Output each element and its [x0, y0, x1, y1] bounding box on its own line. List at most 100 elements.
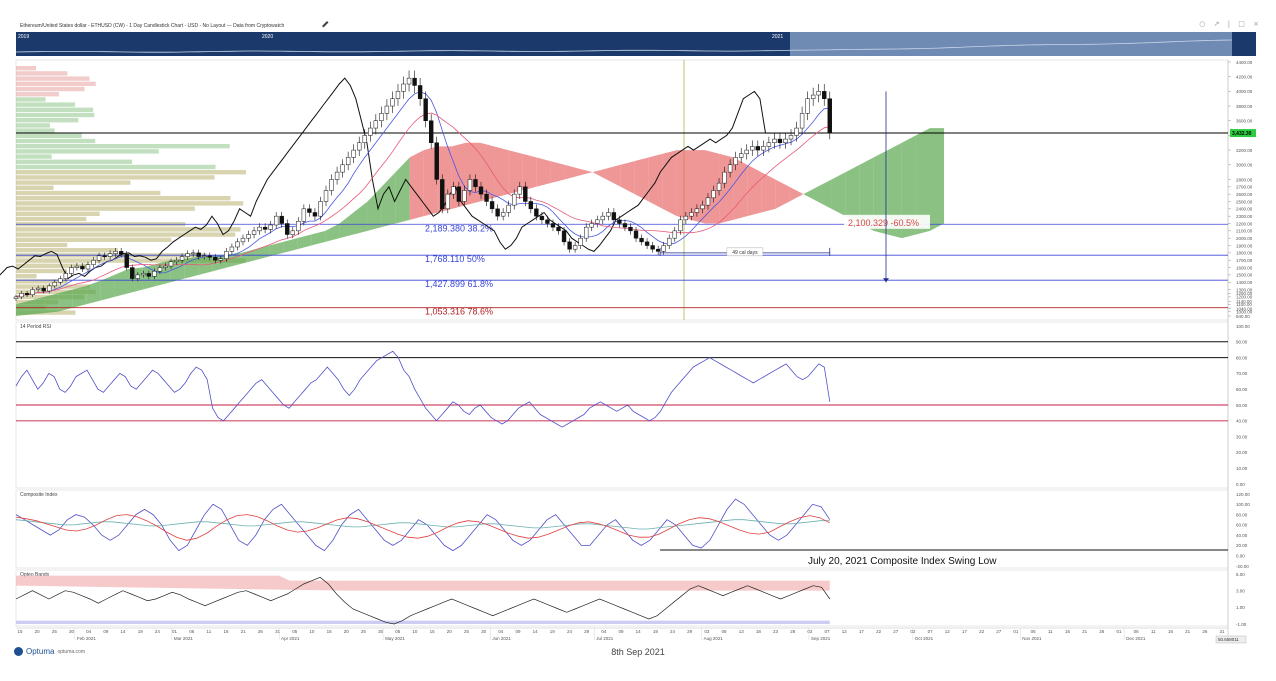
candle-body	[822, 91, 827, 99]
x-day-tick: 07	[928, 629, 934, 634]
x-day-tick: 03	[704, 629, 710, 634]
volume-profile-bar	[16, 248, 118, 253]
ichimoku-cloud-bearish	[733, 157, 748, 220]
zoom-box	[1215, 635, 1247, 644]
fib-label-3: 1,053.316 78.6%	[425, 307, 493, 317]
rsi-title: 14 Period RSI	[20, 324, 51, 330]
volume-profile-bar	[16, 196, 231, 201]
candle-body	[107, 253, 113, 257]
candle-body	[799, 113, 805, 129]
volume-profile-bar	[16, 175, 215, 180]
price-axis-label: 3000.00	[1236, 163, 1253, 168]
price-axis-label: 2200.00	[1236, 221, 1253, 226]
candle-body	[417, 85, 423, 99]
candle-body	[157, 267, 163, 272]
rsi-axis-label: 80.00	[1236, 355, 1248, 360]
candle-body	[750, 146, 755, 151]
price-axis-label: 3600.00	[1236, 119, 1253, 124]
candle-body	[423, 98, 428, 121]
candle-body	[357, 142, 362, 151]
x-day-tick: 31	[1219, 629, 1225, 634]
volume-profile-bar	[16, 180, 131, 185]
composite-axis-label: 120.00	[1236, 492, 1250, 497]
opteo-axis-label: 5.00	[1236, 572, 1245, 577]
x-month-label: Mar 2021	[174, 636, 194, 641]
candle-body	[744, 149, 749, 155]
x-day-tick: 27	[996, 629, 1002, 634]
ichimoku-cloud-bearish	[662, 150, 677, 217]
candle-body	[810, 94, 816, 99]
kijun-sen-line	[15, 112, 830, 298]
candle-body	[462, 190, 467, 202]
candle-body	[307, 208, 312, 213]
candle-body	[572, 245, 578, 250]
x-day-tick: 26	[1099, 629, 1105, 634]
x-day-tick: 12	[842, 629, 848, 634]
candle-body	[207, 255, 212, 258]
window-controls[interactable]: ○ ↗ | □ ×	[1199, 20, 1262, 28]
volume-profile-bar	[16, 118, 79, 123]
volume-profile-bar	[16, 112, 95, 118]
x-day-tick: 26	[258, 629, 264, 634]
candle-body	[794, 127, 799, 136]
ichimoku-cloud-bullish	[72, 285, 87, 308]
volume-profile-bar	[16, 123, 50, 128]
candle-body	[650, 245, 655, 250]
last-price-label: 3,432.30	[1232, 131, 1252, 137]
ichimoku-cloud-bullish	[198, 255, 213, 275]
candle-body	[102, 255, 107, 258]
candle-body	[700, 204, 705, 210]
candle-body	[135, 274, 140, 279]
ichimoku-cloud-bullish	[114, 269, 129, 297]
ichimoku-cloud-bullish	[803, 186, 818, 202]
x-day-tick: 30	[378, 629, 384, 634]
ichimoku-cloud-bullish	[395, 157, 410, 224]
fib-label-0: 2,189.380 38.2%	[425, 223, 493, 233]
ichimoku-cloud-bearish	[634, 157, 649, 202]
candle-body	[251, 230, 257, 235]
candle-body	[523, 186, 528, 202]
volume-profile-bar	[16, 164, 216, 170]
candle-body	[163, 265, 168, 268]
candle-body	[229, 246, 235, 252]
x-day-tick: 11	[1048, 629, 1053, 634]
candle-body	[506, 204, 511, 213]
price-axis-label: 2000.00	[1236, 236, 1253, 241]
candle-body	[451, 186, 456, 195]
candle-body	[528, 201, 534, 210]
volume-profile-bar	[16, 71, 68, 76]
candle-body	[152, 270, 157, 277]
price-axis-label: 1200.00	[1236, 295, 1253, 300]
candle-body	[512, 193, 517, 206]
candle-body	[473, 179, 478, 188]
candle-body	[351, 149, 356, 158]
candle-body	[816, 91, 821, 96]
opteo-axis-label: 3.00	[1236, 588, 1245, 593]
volume-profile-bar	[16, 206, 195, 211]
x-day-tick: 17	[962, 629, 968, 634]
candle-body	[617, 219, 622, 224]
rsi-axis-label: 60.00	[1236, 387, 1248, 392]
overview-selection	[790, 32, 1232, 56]
logo-text: Optuma	[26, 647, 55, 656]
drawdown-annotation: 2,100.329 -60.5%	[848, 218, 919, 228]
volume-profile-bar	[16, 201, 244, 206]
rsi-axis-label: 90.00	[1236, 340, 1248, 345]
candle-body	[85, 264, 91, 270]
composite-axis-label: 0.00	[1236, 554, 1245, 559]
candle-body	[345, 157, 351, 166]
candle-body	[362, 135, 367, 144]
x-day-tick: 15	[327, 629, 333, 634]
volume-profile-bar	[16, 76, 90, 81]
candle-body	[130, 267, 135, 279]
candle-body	[595, 219, 600, 224]
opteo-lower-band	[16, 620, 830, 624]
x-day-tick: 21	[1082, 629, 1088, 634]
candle-body	[190, 252, 196, 255]
ichimoku-cloud-bearish	[789, 186, 804, 202]
ichimoku-cloud-bearish	[564, 164, 579, 180]
candle-body	[456, 186, 462, 202]
tenkan-sen-line	[15, 91, 830, 298]
price-panel	[15, 59, 1229, 321]
